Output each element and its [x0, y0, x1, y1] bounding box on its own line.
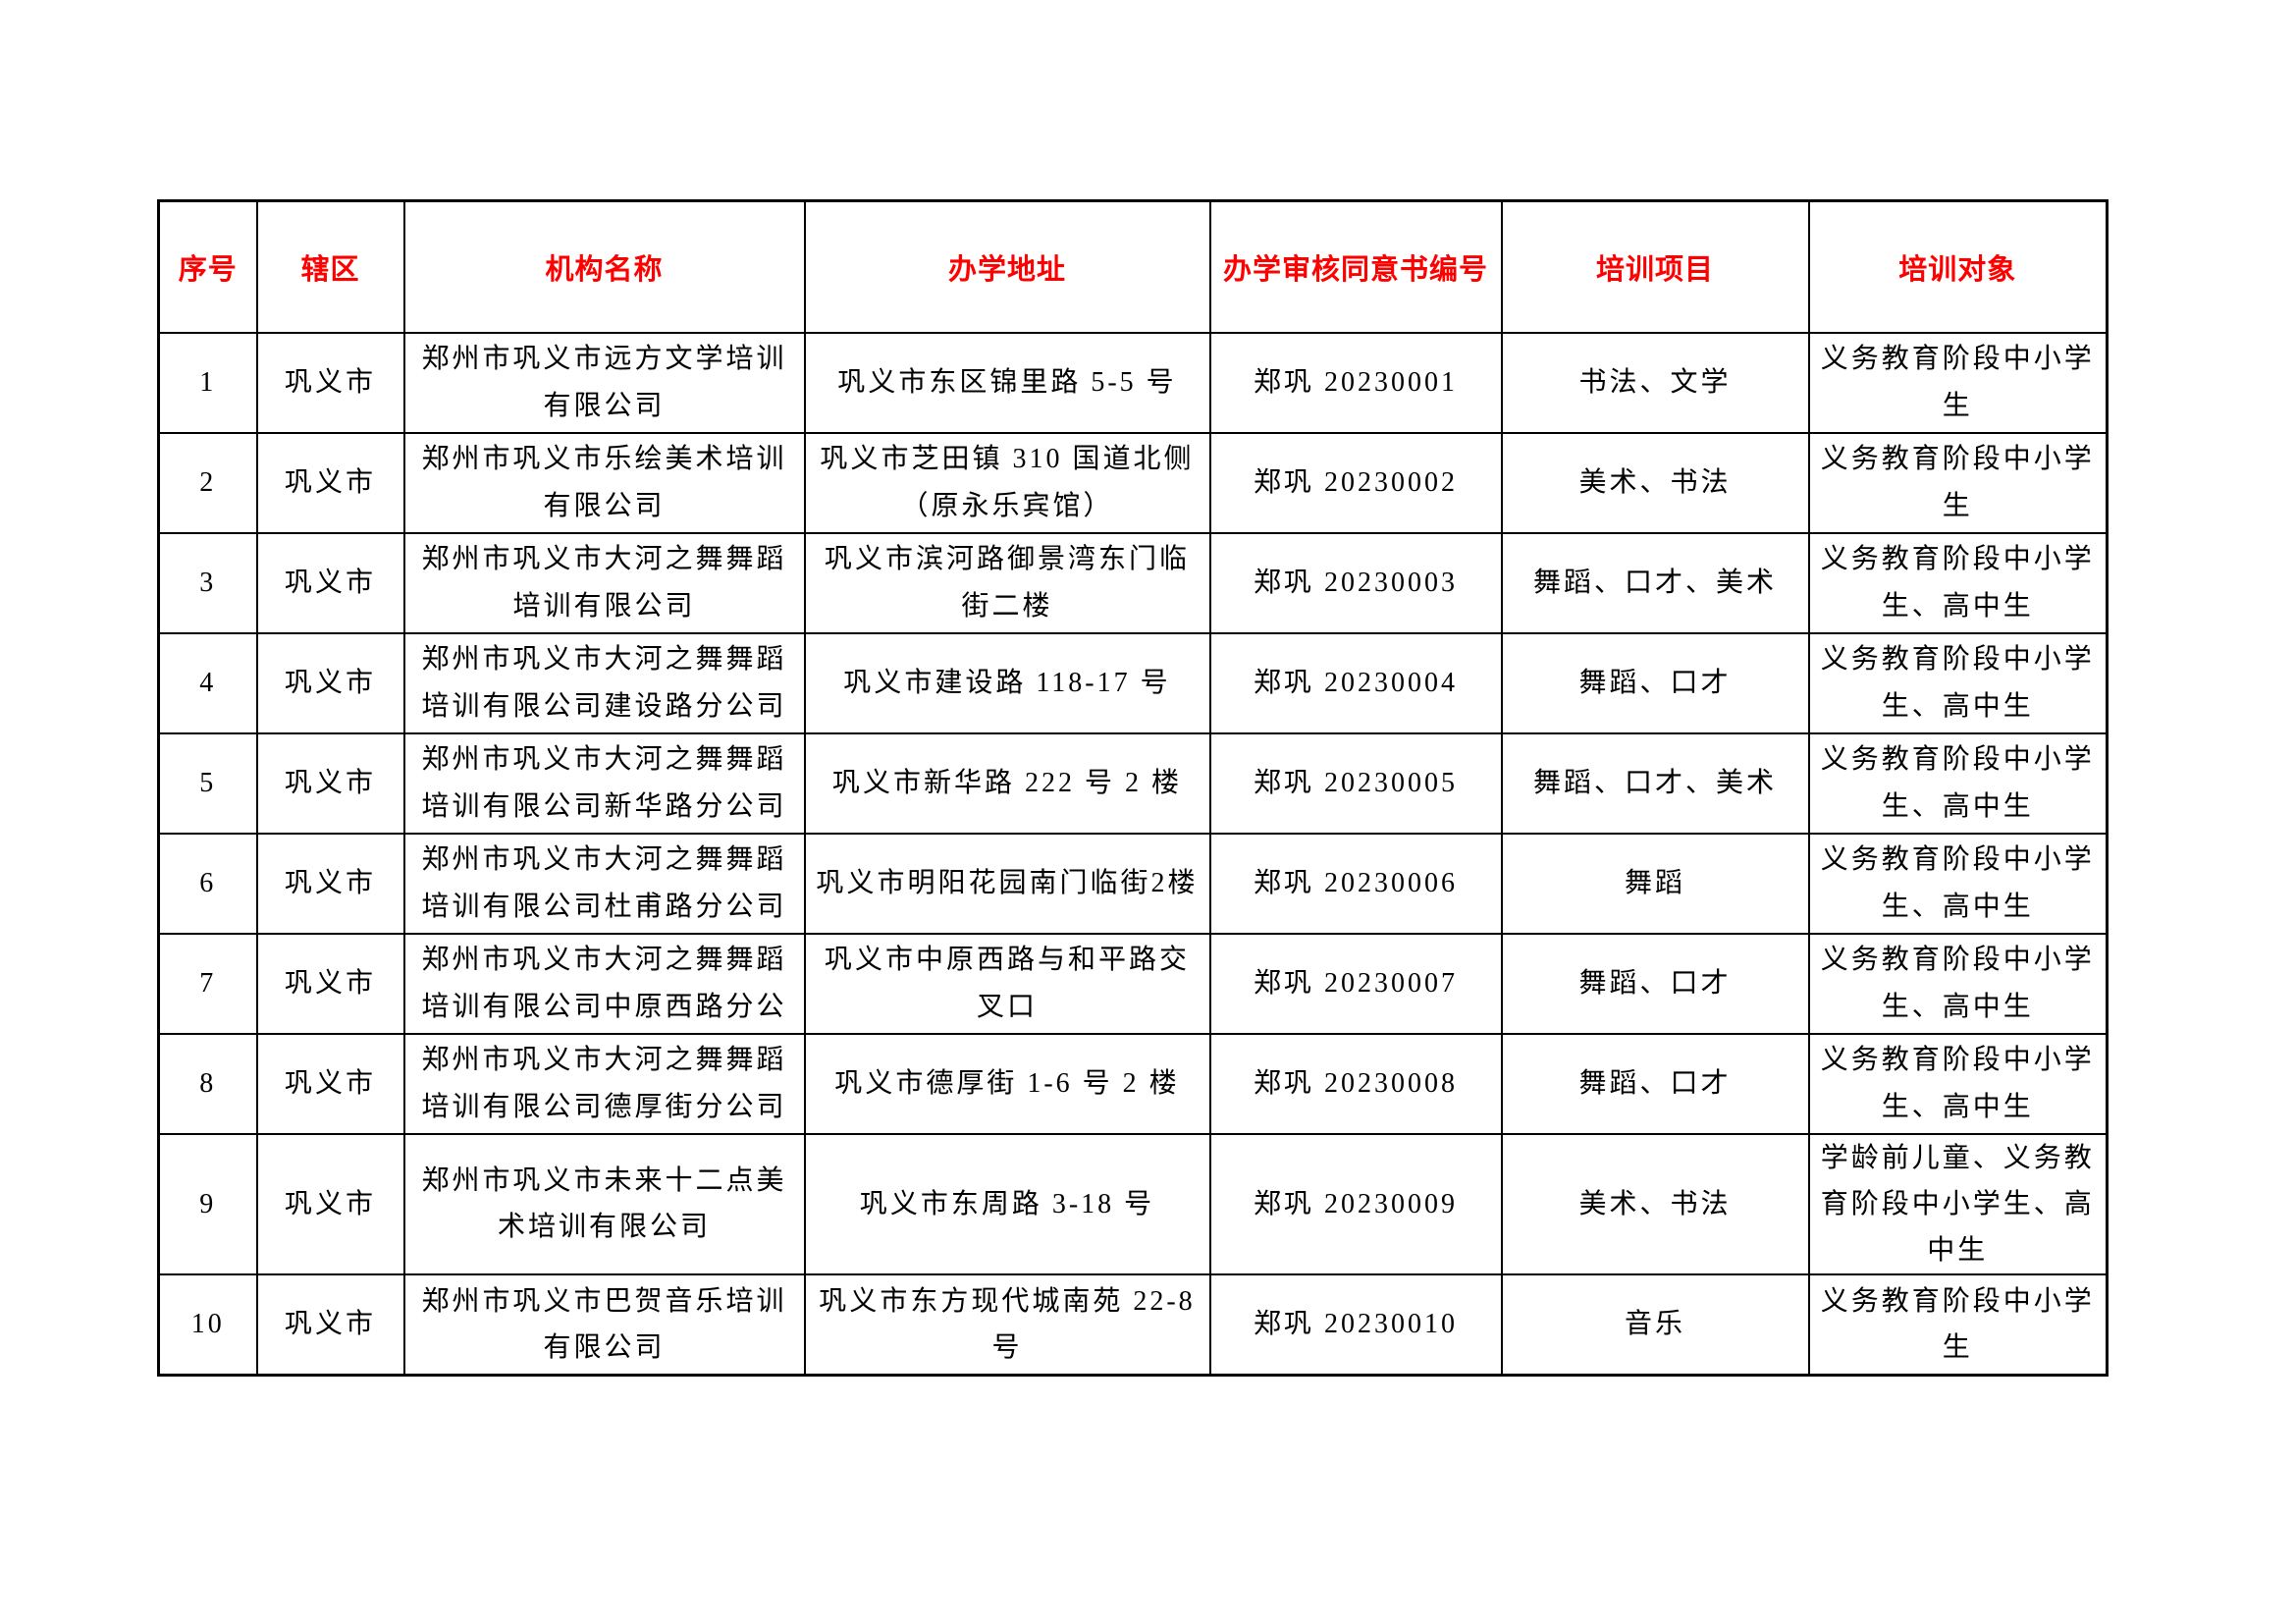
table-row: 2 巩义市 郑州市巩义市乐绘美术培训有限公司 巩义市芝田镇 310 国道北侧（原永乐宾… [157, 431, 2109, 534]
targets-cell: 义务教育阶段中小学生、高中生 [1807, 932, 2109, 1035]
table-row: 3 巩义市 郑州市巩义市大河之舞舞蹈培训有限公司 巩义市滨河路御景湾东门临街二楼 郑巩 … [157, 531, 2109, 634]
address-cell: 巩义市新华路 222 号 2 楼 [803, 731, 1211, 835]
approval-no-cell: 郑巩 20230005 [1208, 731, 1503, 835]
approval-no-cell: 郑巩 20230001 [1208, 331, 1503, 434]
district-cell: 巩义市 [255, 531, 405, 634]
serial-cell: 2 [157, 431, 258, 534]
targets-cell: 义务教育阶段中小学生、高中生 [1807, 631, 2109, 734]
header-org-name: 机构名称 [402, 199, 806, 334]
table-row: 6 巩义市 郑州市巩义市大河之舞舞蹈培训有限公司杜甫路分公司 巩义市明阳花园南门临街2… [157, 832, 2109, 935]
approval-no-cell: 郑巩 20230007 [1208, 932, 1503, 1035]
serial-cell: 1 [157, 331, 258, 434]
programs-cell: 舞蹈 [1500, 832, 1810, 935]
address-cell: 巩义市芝田镇 310 国道北侧（原永乐宾馆） [803, 431, 1211, 534]
targets-cell: 学龄前儿童、义务教育阶段中小学生、高中生 [1807, 1132, 2109, 1275]
table-row: 1 巩义市 郑州市巩义市远方文学培训有限公司 巩义市东区锦里路 5-5 号郑巩 202… [157, 331, 2109, 434]
org-name-cell: 郑州市巩义市大河之舞舞蹈培训有限公司建设路分公司 [402, 631, 806, 734]
targets-cell: 义务教育阶段中小学生 [1807, 1272, 2109, 1377]
org-name-cell: 郑州市巩义市大河之舞舞蹈培训有限公司杜甫路分公司 [402, 832, 806, 935]
approval-no-cell: 郑巩 20230004 [1208, 631, 1503, 734]
table-header: 序号 辖区 机构名称 办学地址 办学审核同意书编号 培训项目 培训对象 [157, 199, 2109, 334]
programs-cell: 舞蹈、口才、美术 [1500, 731, 1810, 835]
address-cell: 巩义市德厚街 1-6 号 2 楼 [803, 1032, 1211, 1135]
approval-no-cell: 郑巩 20230008 [1208, 1032, 1503, 1135]
address-cell: 巩义市东周路 3-18 号 [803, 1132, 1211, 1275]
table-row: 5 巩义市 郑州市巩义市大河之舞舞蹈培训有限公司新华路分公司 巩义市新华路 222 号… [157, 731, 2109, 835]
targets-cell: 义务教育阶段中小学生 [1807, 431, 2109, 534]
address-cell: 巩义市明阳花园南门临街2楼 [803, 832, 1211, 935]
district-cell: 巩义市 [255, 1132, 405, 1275]
table-row: 8 巩义市 郑州市巩义市大河之舞舞蹈培训有限公司德厚街分公司 巩义市德厚街 1-6 号… [157, 1032, 2109, 1135]
district-cell: 巩义市 [255, 832, 405, 935]
address-cell: 巩义市东区锦里路 5-5 号 [803, 331, 1211, 434]
address-cell: 巩义市滨河路御景湾东门临街二楼 [803, 531, 1211, 634]
org-name-cell: 郑州市巩义市大河之舞舞蹈培训有限公司 [402, 531, 806, 634]
district-cell: 巩义市 [255, 932, 405, 1035]
table-row: 10 巩义市 郑州市巩义市巴贺音乐培训有限公司 巩义市东方现代城南苑 22-8 号郑巩… [157, 1272, 2109, 1377]
programs-cell: 美术、书法 [1500, 431, 1810, 534]
approval-no-cell: 郑巩 20230006 [1208, 832, 1503, 935]
org-name-cell: 郑州市巩义市未来十二点美术培训有限公司 [402, 1132, 806, 1275]
header-approval-no: 办学审核同意书编号 [1208, 199, 1503, 334]
targets-cell: 义务教育阶段中小学生、高中生 [1807, 531, 2109, 634]
programs-cell: 舞蹈、口才、美术 [1500, 531, 1810, 634]
programs-cell: 美术、书法 [1500, 1132, 1810, 1275]
targets-cell: 义务教育阶段中小学生、高中生 [1807, 1032, 2109, 1135]
address-cell: 巩义市建设路 118-17 号 [803, 631, 1211, 734]
header-address: 办学地址 [803, 199, 1211, 334]
programs-cell: 舞蹈、口才 [1500, 1032, 1810, 1135]
serial-cell: 4 [157, 631, 258, 734]
table-row: 4 巩义市 郑州市巩义市大河之舞舞蹈培训有限公司建设路分公司 巩义市建设路 118-1… [157, 631, 2109, 734]
table-body: 1 巩义市 郑州市巩义市远方文学培训有限公司 巩义市东区锦里路 5-5 号郑巩 202… [157, 331, 2109, 1377]
header-serial: 序号 [157, 199, 258, 334]
serial-cell: 7 [157, 932, 258, 1035]
serial-cell: 3 [157, 531, 258, 634]
org-name-cell: 郑州市巩义市乐绘美术培训有限公司 [402, 431, 806, 534]
programs-cell: 舞蹈、口才 [1500, 932, 1810, 1035]
org-name-cell: 郑州市巩义市巴贺音乐培训有限公司 [402, 1272, 806, 1377]
serial-cell: 5 [157, 731, 258, 835]
programs-cell: 音乐 [1500, 1272, 1810, 1377]
targets-cell: 义务教育阶段中小学生、高中生 [1807, 731, 2109, 835]
approval-no-cell: 郑巩 20230009 [1208, 1132, 1503, 1275]
district-cell: 巩义市 [255, 1272, 405, 1377]
district-cell: 巩义市 [255, 431, 405, 534]
district-cell: 巩义市 [255, 631, 405, 734]
address-cell: 巩义市东方现代城南苑 22-8 号 [803, 1272, 1211, 1377]
org-name-cell: 郑州市巩义市大河之舞舞蹈培训有限公司中原西路分公 [402, 932, 806, 1035]
district-cell: 巩义市 [255, 331, 405, 434]
org-name-cell: 郑州市巩义市大河之舞舞蹈培训有限公司新华路分公司 [402, 731, 806, 835]
table-row: 7 巩义市 郑州市巩义市大河之舞舞蹈培训有限公司中原西路分公 巩义市中原西路与和平路交… [157, 932, 2109, 1035]
approval-no-cell: 郑巩 20230010 [1208, 1272, 1503, 1377]
serial-cell: 10 [157, 1272, 258, 1377]
table-row: 9 巩义市 郑州市巩义市未来十二点美术培训有限公司 巩义市东周路 3-18 号郑巩 2… [157, 1132, 2109, 1275]
approval-no-cell: 郑巩 20230003 [1208, 531, 1503, 634]
district-cell: 巩义市 [255, 1032, 405, 1135]
header-district: 辖区 [255, 199, 405, 334]
org-name-cell: 郑州市巩义市大河之舞舞蹈培训有限公司德厚街分公司 [402, 1032, 806, 1135]
programs-cell: 书法、文学 [1500, 331, 1810, 434]
serial-cell: 6 [157, 832, 258, 935]
serial-cell: 8 [157, 1032, 258, 1135]
approved-institutions-table: 序号 辖区 机构名称 办学地址 办学审核同意书编号 培训项目 培训对象 1 巩义市… [157, 199, 2109, 1378]
serial-cell: 9 [157, 1132, 258, 1275]
header-row: 序号 辖区 机构名称 办学地址 办学审核同意书编号 培训项目 培训对象 [157, 199, 2109, 334]
header-programs: 培训项目 [1500, 199, 1810, 334]
address-cell: 巩义市中原西路与和平路交叉口 [803, 932, 1211, 1035]
district-cell: 巩义市 [255, 731, 405, 835]
programs-cell: 舞蹈、口才 [1500, 631, 1810, 734]
targets-cell: 义务教育阶段中小学生、高中生 [1807, 832, 2109, 935]
targets-cell: 义务教育阶段中小学生 [1807, 331, 2109, 434]
approval-no-cell: 郑巩 20230002 [1208, 431, 1503, 534]
header-targets: 培训对象 [1807, 199, 2109, 334]
org-name-cell: 郑州市巩义市远方文学培训有限公司 [402, 331, 806, 434]
